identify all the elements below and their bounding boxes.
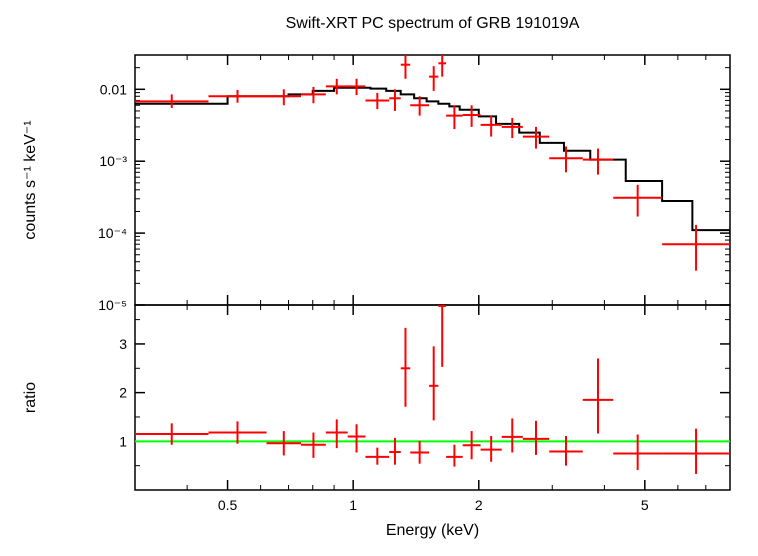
svg-text:1: 1 xyxy=(119,433,127,449)
svg-text:3: 3 xyxy=(119,336,127,352)
spectrum-panel: 10⁻⁵ 10⁻⁴ 10⁻³ 0.01 xyxy=(98,55,730,313)
svg-text:0.5: 0.5 xyxy=(218,497,238,513)
svg-text:0.01: 0.01 xyxy=(100,81,127,97)
chart-title: Swift-XRT PC spectrum of GRB 191019A xyxy=(286,15,580,32)
svg-text:10⁻³: 10⁻³ xyxy=(99,153,127,169)
svg-text:2: 2 xyxy=(119,385,127,401)
spectrum-chart: Swift-XRT PC spectrum of GRB 191019A Ene… xyxy=(0,0,758,556)
svg-text:10⁻⁵: 10⁻⁵ xyxy=(98,297,127,313)
x-axis-label: Energy (keV) xyxy=(386,522,479,539)
ratio-panel: 0.5 1 2 5 1 2 3 xyxy=(119,237,730,513)
svg-text:5: 5 xyxy=(641,497,649,513)
svg-text:10⁻⁴: 10⁻⁴ xyxy=(98,225,127,241)
svg-text:2: 2 xyxy=(475,497,483,513)
y-axis-label-top: counts s⁻¹ keV⁻¹ xyxy=(22,120,39,239)
y-axis-label-bottom: ratio xyxy=(22,382,39,413)
svg-text:1: 1 xyxy=(349,497,357,513)
